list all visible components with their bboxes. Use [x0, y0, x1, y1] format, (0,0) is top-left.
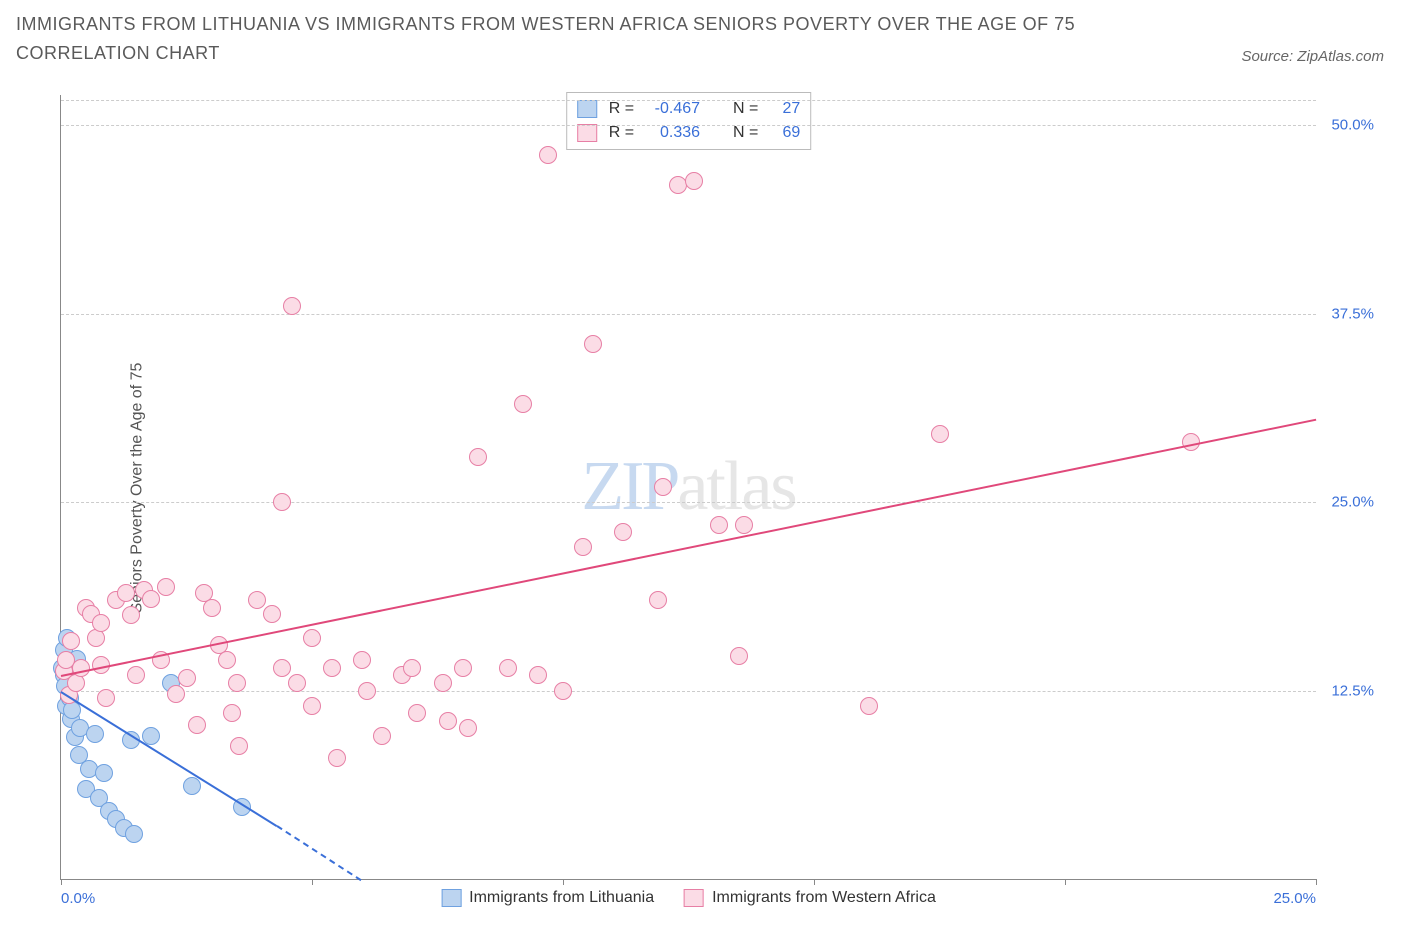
scatter-point — [248, 591, 266, 609]
x-tick — [814, 879, 815, 885]
scatter-point — [323, 659, 341, 677]
scatter-point — [439, 712, 457, 730]
x-tick — [61, 879, 62, 885]
chart-area: Seniors Poverty Over the Age of 75 ZIPat… — [50, 95, 1316, 880]
scatter-point — [403, 659, 421, 677]
legend-label: Immigrants from Lithuania — [469, 889, 654, 907]
scatter-point — [183, 777, 201, 795]
source-attribution: Source: ZipAtlas.com — [1241, 48, 1384, 65]
scatter-point — [188, 716, 206, 734]
scatter-point — [469, 448, 487, 466]
gridline-h — [61, 100, 1316, 101]
x-tick-label: 25.0% — [1273, 890, 1316, 907]
scatter-point — [97, 689, 115, 707]
watermark: ZIPatlas — [581, 447, 795, 527]
scatter-point — [157, 578, 175, 596]
scatter-point — [574, 538, 592, 556]
scatter-point — [178, 669, 196, 687]
scatter-point — [228, 674, 246, 692]
scatter-point — [539, 146, 557, 164]
scatter-point — [203, 599, 221, 617]
scatter-point — [263, 605, 281, 623]
x-tick — [1065, 879, 1066, 885]
scatter-point — [142, 590, 160, 608]
legend-swatch — [577, 100, 597, 118]
scatter-point — [584, 335, 602, 353]
scatter-point — [735, 516, 753, 534]
bottom-legend: Immigrants from Lithuania Immigrants from… — [441, 889, 936, 907]
scatter-point — [685, 172, 703, 190]
scatter-point — [654, 478, 672, 496]
scatter-point — [288, 674, 306, 692]
x-tick-label: 0.0% — [61, 890, 95, 907]
legend-swatch — [441, 889, 461, 907]
scatter-point — [434, 674, 452, 692]
scatter-point — [72, 659, 90, 677]
scatter-point — [1182, 433, 1200, 451]
scatter-point — [649, 591, 667, 609]
x-tick — [312, 879, 313, 885]
scatter-point — [117, 584, 135, 602]
scatter-point — [499, 659, 517, 677]
scatter-point — [218, 651, 236, 669]
scatter-point — [554, 682, 572, 700]
trend-line — [276, 825, 361, 881]
legend-swatch — [684, 889, 704, 907]
scatter-point — [730, 647, 748, 665]
scatter-point — [62, 632, 80, 650]
x-tick — [1316, 879, 1317, 885]
gridline-h — [61, 125, 1316, 126]
scatter-point — [454, 659, 472, 677]
scatter-point — [273, 659, 291, 677]
scatter-point — [373, 727, 391, 745]
scatter-point — [92, 614, 110, 632]
gridline-h — [61, 502, 1316, 503]
legend-label: Immigrants from Western Africa — [712, 889, 936, 907]
scatter-point — [167, 685, 185, 703]
scatter-point — [353, 651, 371, 669]
y-tick-label: 12.5% — [1331, 682, 1374, 699]
legend-item: Immigrants from Western Africa — [684, 889, 936, 907]
scatter-point — [95, 764, 113, 782]
scatter-point — [303, 629, 321, 647]
trend-line — [61, 419, 1316, 677]
scatter-point — [514, 395, 532, 413]
scatter-point — [860, 697, 878, 715]
plot-region: ZIPatlas R =-0.467 N =27R =0.336 N =69 I… — [60, 95, 1316, 880]
y-tick-label: 50.0% — [1331, 117, 1374, 134]
scatter-point — [529, 666, 547, 684]
scatter-point — [122, 606, 140, 624]
x-tick — [563, 879, 564, 885]
scatter-point — [86, 725, 104, 743]
scatter-point — [283, 297, 301, 315]
scatter-point — [230, 737, 248, 755]
scatter-point — [303, 697, 321, 715]
scatter-point — [614, 523, 632, 541]
legend-swatch — [577, 124, 597, 142]
scatter-point — [408, 704, 426, 722]
y-tick-label: 37.5% — [1331, 305, 1374, 322]
scatter-point — [328, 749, 346, 767]
watermark-atlas: atlas — [677, 448, 795, 525]
gridline-h — [61, 314, 1316, 315]
trend-line — [60, 691, 277, 827]
scatter-point — [125, 825, 143, 843]
scatter-point — [459, 719, 477, 737]
chart-title: IMMIGRANTS FROM LITHUANIA VS IMMIGRANTS … — [16, 10, 1186, 68]
gridline-h — [61, 691, 1316, 692]
scatter-point — [127, 666, 145, 684]
scatter-point — [358, 682, 376, 700]
legend-item: Immigrants from Lithuania — [441, 889, 654, 907]
scatter-point — [931, 425, 949, 443]
scatter-point — [223, 704, 241, 722]
y-tick-label: 25.0% — [1331, 494, 1374, 511]
scatter-point — [273, 493, 291, 511]
scatter-point — [710, 516, 728, 534]
